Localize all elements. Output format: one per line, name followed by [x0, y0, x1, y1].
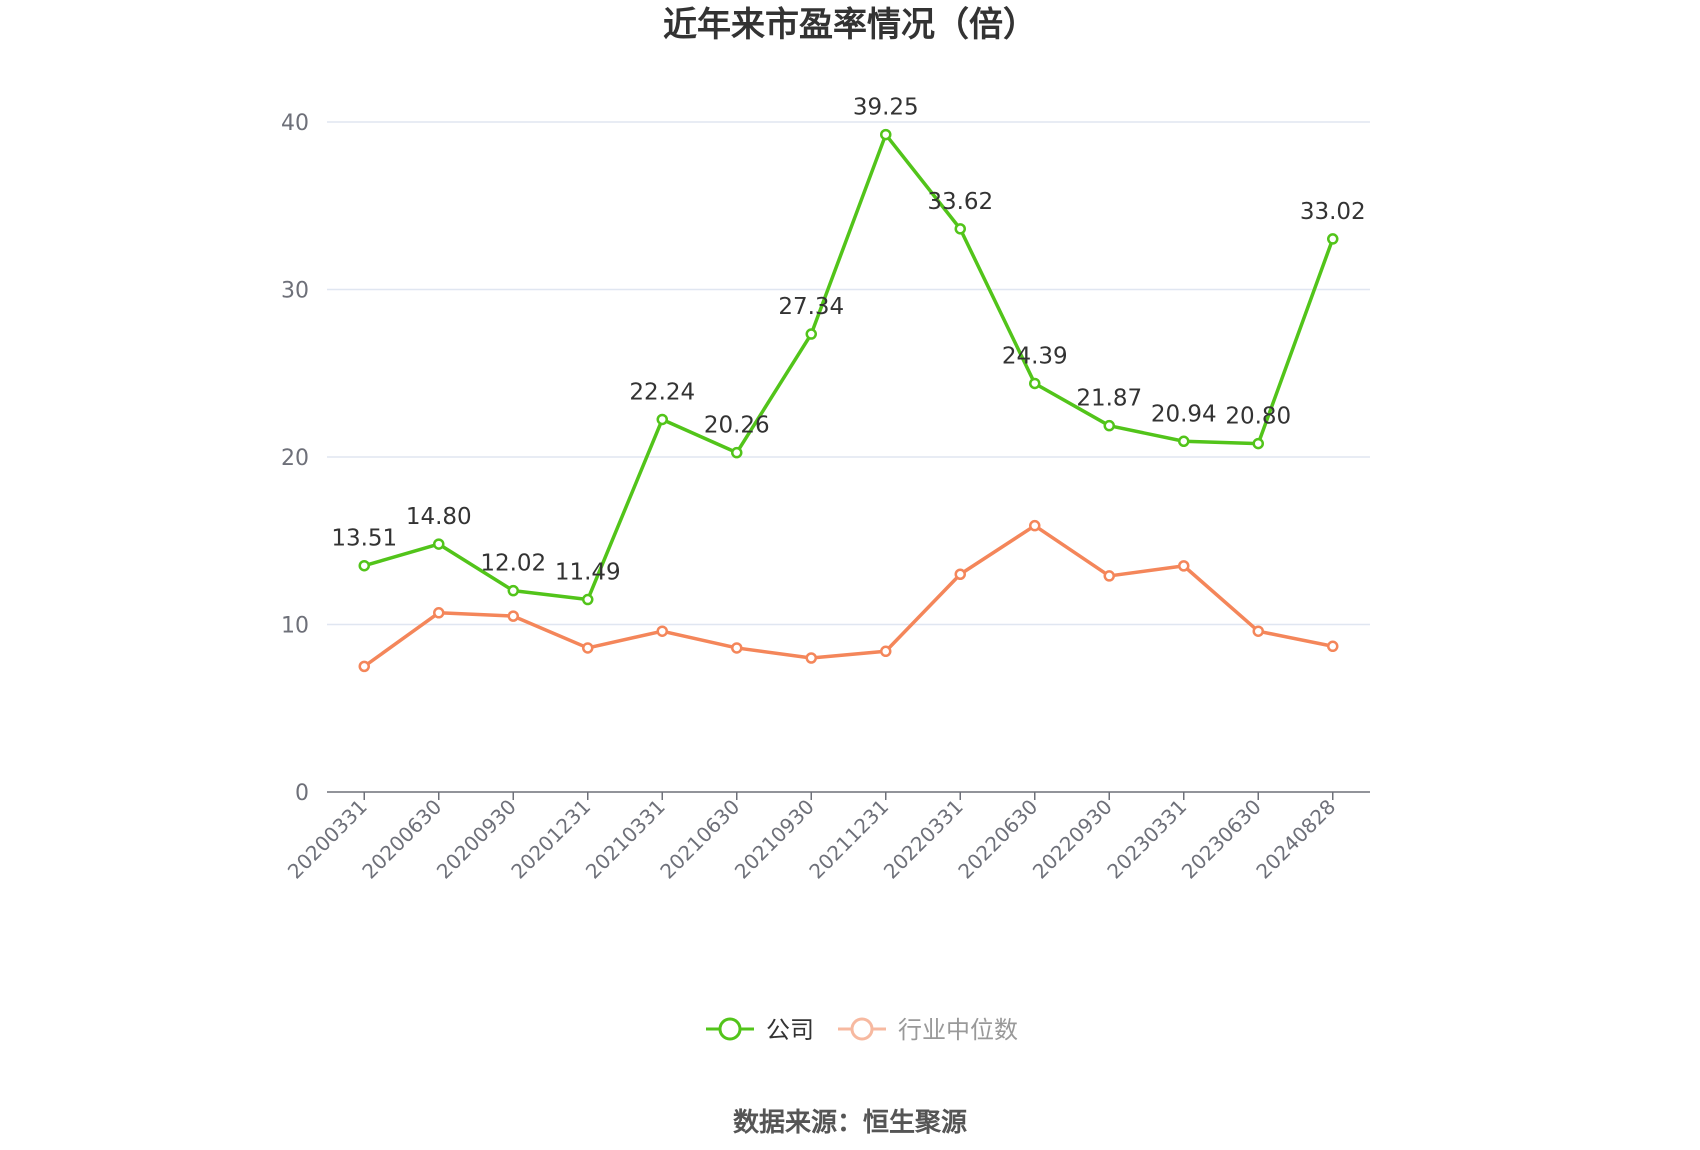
data-point-0-12[interactable]	[1252, 437, 1264, 450]
legend-industry-median-marker	[850, 1017, 874, 1041]
data-point-1-8[interactable]	[954, 568, 966, 580]
data-point-1-1[interactable]	[433, 607, 445, 619]
legend-industry-median-label: 行业中位数	[898, 1016, 1018, 1044]
data-point-1-9[interactable]	[1029, 519, 1041, 532]
legend-company-label: 公司	[766, 1016, 814, 1044]
data-label-0-3: 11.49	[555, 560, 621, 586]
x-tick-label: 20220930	[1028, 795, 1117, 884]
data-label-0-9: 24.39	[1002, 343, 1068, 369]
data-label-0-0: 13.51	[331, 526, 397, 552]
data-label-0-2: 12.02	[480, 551, 546, 577]
data-point-1-10[interactable]	[1103, 570, 1115, 582]
legend-item-industry-median[interactable]: 行业中位数	[838, 1016, 1018, 1044]
data-point-1-5[interactable]	[731, 642, 743, 654]
data-point-0-2[interactable]	[507, 584, 519, 597]
x-tick-label: 20210331	[581, 795, 670, 884]
x-tick-label: 20240828	[1251, 795, 1340, 884]
y-tick-label: 20	[281, 446, 309, 471]
data-point-0-13[interactable]	[1327, 233, 1339, 245]
x-axis: 2020033120200630202009302020123120210331…	[283, 791, 1370, 884]
data-point-0-11[interactable]	[1178, 435, 1190, 448]
data-point-0-8[interactable]	[954, 223, 966, 235]
series-line-1	[363, 523, 1334, 668]
data-point-1-11[interactable]	[1178, 560, 1190, 572]
data-source-note: 数据来源：恒生聚源	[733, 1108, 967, 1138]
legend-company-marker	[718, 1017, 742, 1041]
data-label-0-11: 20.94	[1151, 401, 1217, 427]
y-tick-label: 10	[281, 614, 309, 639]
data-point-0-9[interactable]	[1029, 377, 1041, 390]
x-tick-label: 20200630	[357, 795, 446, 884]
data-point-1-12[interactable]	[1252, 625, 1264, 637]
x-tick-label: 20220331	[879, 795, 968, 884]
data-label-0-10: 21.87	[1076, 386, 1142, 412]
data-label-0-8: 33.62	[927, 189, 993, 215]
data-point-1-4[interactable]	[656, 625, 668, 637]
legend-item-company[interactable]: 公司	[706, 1016, 814, 1044]
x-tick-label: 20210930	[730, 795, 819, 884]
data-point-1-2[interactable]	[507, 610, 519, 622]
y-tick-label: 40	[281, 111, 309, 136]
x-tick-label: 20211231	[804, 795, 893, 884]
data-labels: 13.51 14.80 12.02 11.49 22.24 20.26 27.34 39.25…	[331, 95, 1365, 586]
x-tick-label: 20230630	[1177, 795, 1266, 884]
gridlines	[327, 121, 1370, 626]
data-label-0-4: 22.24	[629, 379, 695, 405]
data-point-1-7[interactable]	[880, 645, 892, 658]
y-tick-label: 30	[281, 279, 309, 304]
data-point-0-0[interactable]	[358, 559, 370, 572]
x-tick-label: 20210630	[655, 795, 744, 884]
data-point-0-7[interactable]	[880, 128, 892, 141]
x-tick-label: 20200930	[432, 795, 521, 884]
data-point-1-3[interactable]	[582, 642, 594, 654]
data-point-1-13[interactable]	[1327, 640, 1339, 653]
data-label-0-5: 20.26	[704, 413, 770, 439]
chart-title: 近年来市盈率情况（倍）	[663, 5, 1037, 45]
x-tick-label: 20220630	[953, 795, 1042, 884]
data-label-0-6: 27.34	[778, 294, 844, 320]
data-point-0-5[interactable]	[731, 446, 743, 459]
data-point-1-0[interactable]	[358, 660, 370, 673]
data-label-0-13: 33.02	[1300, 199, 1366, 225]
series-line-0	[363, 132, 1335, 602]
y-tick-label: 0	[295, 781, 309, 806]
data-point-0-6[interactable]	[805, 328, 817, 340]
data-label-0-1: 14.80	[406, 504, 472, 530]
series-lines	[358, 128, 1339, 673]
data-point-0-3[interactable]	[582, 593, 594, 606]
y-axis-ticks: 0 10 20 30 40	[281, 111, 309, 806]
data-point-1-6[interactable]	[805, 652, 817, 664]
x-tick-label: 20201231	[506, 795, 595, 884]
data-label-0-7: 39.25	[853, 95, 919, 121]
data-label-0-12: 20.80	[1225, 404, 1291, 430]
data-point-0-4[interactable]	[656, 413, 668, 426]
legend: 公司 行业中位数	[706, 1016, 1018, 1044]
data-point-0-10[interactable]	[1103, 419, 1115, 432]
x-tick-label: 20230331	[1102, 795, 1191, 884]
x-tick-label: 20200331	[283, 795, 372, 884]
data-point-0-1[interactable]	[433, 538, 445, 550]
